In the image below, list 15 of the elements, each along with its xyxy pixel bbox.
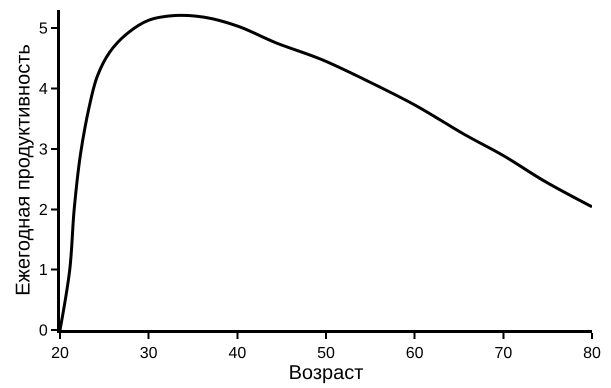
y-tick-label: 5 bbox=[38, 20, 48, 38]
x-tick-label: 30 bbox=[140, 345, 158, 362]
x-tick-label: 80 bbox=[583, 345, 601, 362]
x-tick-label: 20 bbox=[51, 345, 69, 362]
x-tick-label: 60 bbox=[406, 345, 424, 362]
x-axis-title: Возраст bbox=[288, 362, 364, 384]
y-tick-label: 0 bbox=[38, 322, 48, 340]
y-axis-title: Ежегодная продуктивность bbox=[12, 44, 34, 296]
y-tick-label: 2 bbox=[38, 202, 48, 219]
y-tick-label: 1 bbox=[38, 262, 48, 280]
x-tick-label: 70 bbox=[494, 345, 512, 362]
x-tick-label: 40 bbox=[228, 345, 246, 362]
y-tick-label: 3 bbox=[38, 141, 48, 158]
y-tick-label: 4 bbox=[38, 81, 48, 98]
x-tick-label: 50 bbox=[317, 345, 335, 362]
